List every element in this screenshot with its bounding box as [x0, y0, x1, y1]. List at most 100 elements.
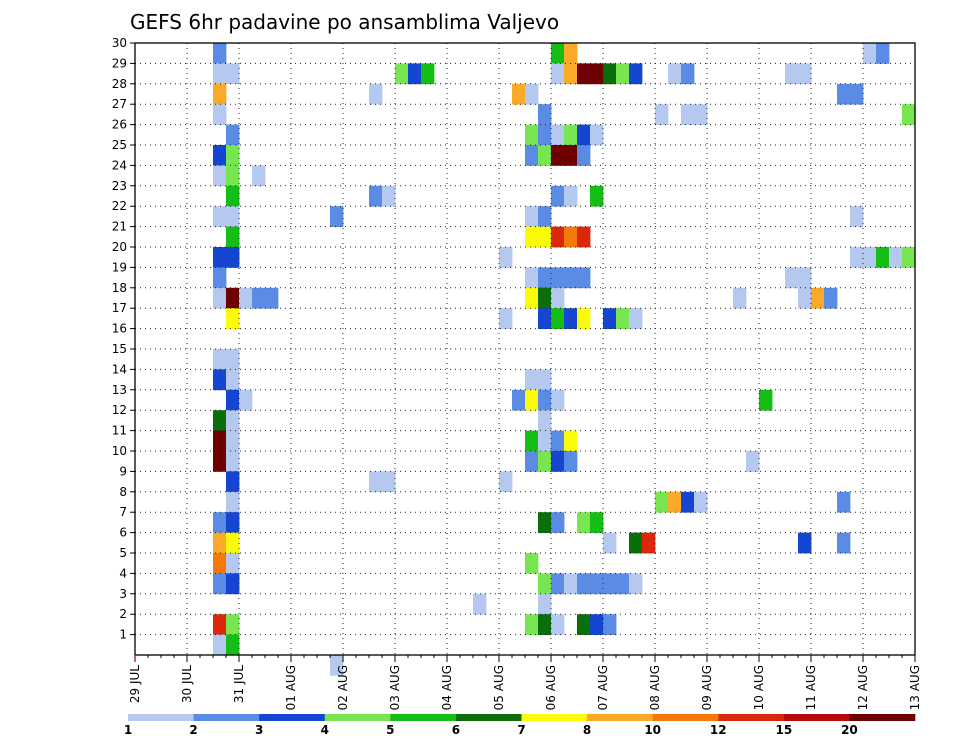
heatmap-cell: [213, 287, 227, 309]
heatmap-cell: [226, 369, 240, 391]
heatmap-cell: [564, 267, 578, 289]
heatmap-cell: [226, 349, 240, 370]
colorbar-swatch: [849, 714, 916, 721]
y-tick-label: 23: [112, 179, 127, 193]
colorbar-label: 1: [124, 723, 132, 737]
heatmap-cell: [538, 512, 552, 533]
heatmap-cell: [824, 287, 838, 309]
heatmap-cell: [694, 104, 708, 125]
heatmap-cell: [551, 430, 565, 452]
heatmap-cell: [525, 124, 539, 146]
heatmap-cell: [525, 430, 539, 452]
heatmap-cell: [226, 532, 240, 554]
heatmap-cell: [603, 532, 617, 554]
colorbar-label: 8: [583, 723, 591, 737]
heatmap-cell: [603, 573, 617, 595]
heatmap-cell: [564, 308, 578, 329]
heatmap-cell: [525, 451, 539, 472]
heatmap-cell: [577, 226, 591, 248]
y-tick-label: 13: [112, 383, 127, 397]
heatmap-cell: [525, 553, 539, 574]
heatmap-cell: [525, 226, 539, 248]
heatmap-cell: [746, 451, 760, 472]
y-tick-label: 2: [119, 607, 127, 621]
x-tick-label: 04 AUG: [440, 665, 454, 710]
heatmap-cell: [538, 308, 552, 329]
heatmap-cell: [551, 43, 565, 64]
heatmap-cell: [564, 145, 578, 166]
heatmap-cell: [512, 389, 526, 411]
heatmap-cell: [733, 287, 747, 309]
y-tick-label: 10: [112, 444, 127, 458]
y-tick-label: 29: [112, 56, 127, 70]
heatmap-cell: [499, 471, 513, 493]
heatmap-cell: [590, 63, 604, 85]
heatmap-cell: [564, 43, 578, 64]
heatmap-cell: [538, 614, 552, 635]
heatmap-cell: [226, 634, 240, 656]
heatmap-cell: [798, 63, 812, 85]
x-tick-label: 07 AUG: [596, 665, 610, 710]
heatmap-cell: [837, 83, 851, 105]
heatmap-cell: [226, 430, 240, 452]
colorbar-label: 12: [710, 723, 727, 737]
heatmap-cell: [226, 165, 240, 187]
heatmap-cell: [369, 471, 383, 493]
heatmap-cell: [226, 410, 240, 431]
colorbar-swatch: [718, 714, 785, 721]
heatmap-cell: [213, 634, 227, 656]
y-tick-label: 22: [112, 199, 127, 213]
heatmap-cell: [213, 43, 227, 64]
x-tick-label: 09 AUG: [700, 665, 714, 710]
heatmap-cell: [226, 471, 240, 493]
heatmap-cell: [681, 491, 695, 513]
heatmap-cell: [525, 267, 539, 289]
heatmap-cell: [564, 124, 578, 146]
heatmap-cell: [538, 206, 552, 227]
heatmap-cell: [538, 267, 552, 289]
heatmap-cell: [538, 430, 552, 452]
heatmap-cell: [213, 104, 227, 125]
colorbar-swatch: [259, 714, 326, 721]
heatmap-cell: [213, 614, 227, 635]
colorbar: 1 2 3 4 5 6 7 8 10 12 15 20: [124, 714, 916, 737]
heatmap-cell: [577, 124, 591, 146]
heatmap-cell: [798, 532, 812, 554]
heatmap-cell: [551, 573, 565, 595]
heatmap-cell: [213, 165, 227, 187]
heatmap-cell: [616, 573, 630, 595]
y-tick-label: 9: [119, 464, 127, 478]
heatmap-cell: [213, 553, 227, 574]
heatmap-cell: [876, 247, 890, 268]
heatmap-cell: [213, 512, 227, 533]
colorbar-swatch: [455, 714, 522, 721]
heatmap-cell: [382, 471, 396, 493]
heatmap-cell: [655, 491, 669, 513]
heatmap-cell: [577, 308, 591, 329]
heatmap-cell: [226, 614, 240, 635]
heatmap-cell: [590, 185, 604, 207]
x-tick-label: 02 AUG: [336, 665, 350, 710]
heatmap-cell: [551, 512, 565, 533]
colorbar-label: 3: [255, 723, 263, 737]
heatmap-cell: [551, 287, 565, 309]
heatmap-cell: [681, 63, 695, 85]
x-tick-label: 11 AUG: [804, 665, 818, 710]
y-tick-label: 16: [112, 322, 127, 336]
heatmap-cell: [551, 389, 565, 411]
x-tick-label: 01 AUG: [284, 665, 298, 710]
heatmap-cell: [668, 63, 682, 85]
heatmap-cell: [239, 389, 253, 411]
x-tick-label: 13 AUG: [908, 665, 922, 710]
y-tick-label: 27: [112, 97, 127, 111]
x-tick-label: 12 AUG: [856, 665, 870, 710]
heatmap-cell: [226, 287, 240, 309]
heatmap-cell: [512, 83, 526, 105]
heatmap-cell: [577, 63, 591, 85]
chart-grid: [135, 43, 915, 655]
x-tick-label: 29 JUL: [128, 665, 142, 703]
x-tick-label: 05 AUG: [492, 665, 506, 710]
heatmap-cell: [525, 287, 539, 309]
heatmap-cell: [538, 451, 552, 472]
y-tick-label: 30: [112, 36, 127, 50]
